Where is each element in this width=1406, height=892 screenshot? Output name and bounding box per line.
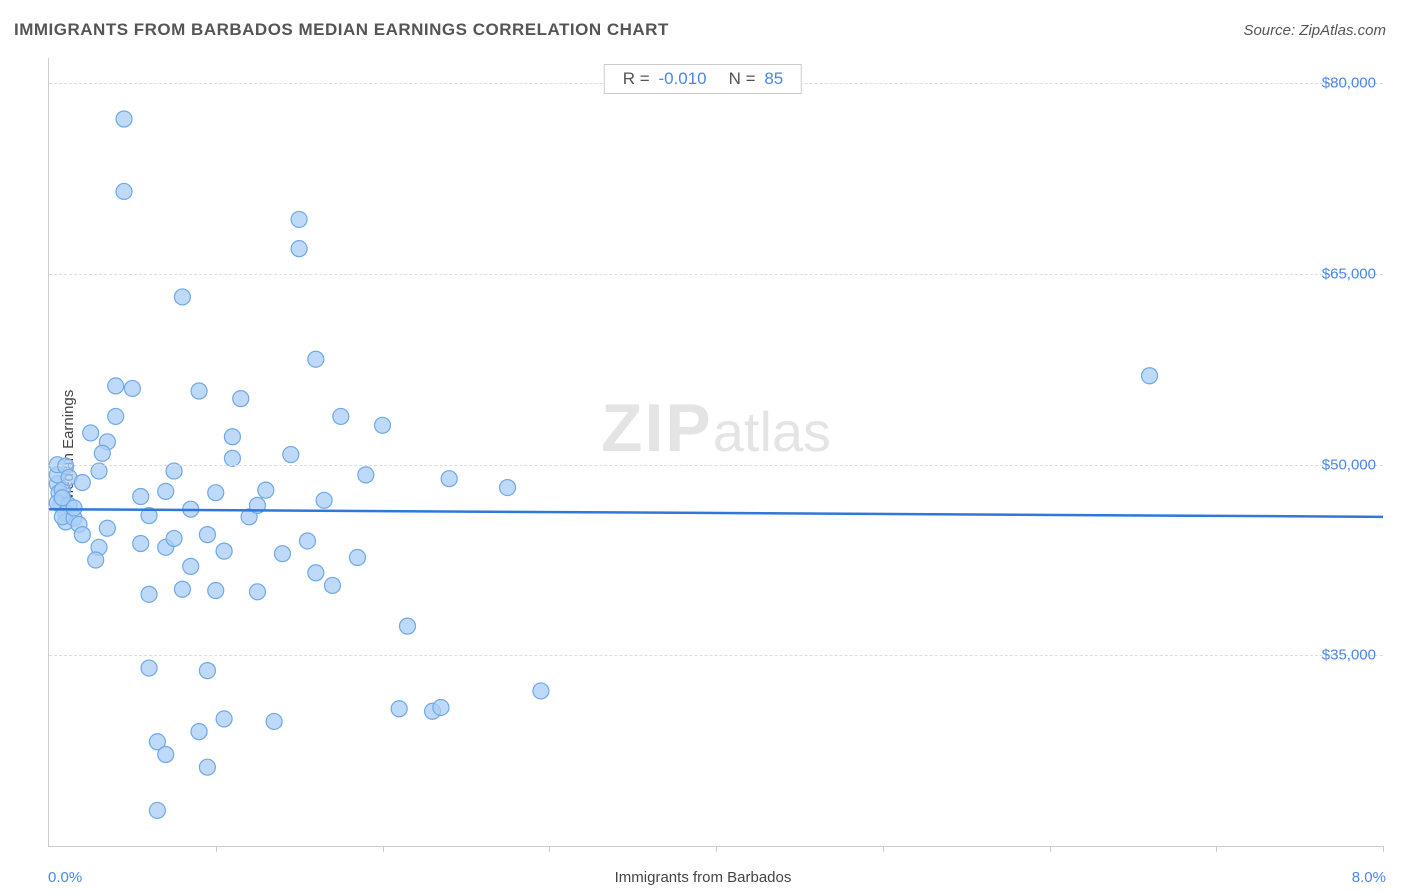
n-label: N =: [729, 69, 756, 88]
scatter-point: [158, 483, 174, 499]
scatter-point: [316, 492, 332, 508]
scatter-point: [208, 583, 224, 599]
y-tick-label: $80,000: [1322, 75, 1376, 92]
n-value: 85: [764, 69, 783, 88]
scatter-point: [94, 445, 110, 461]
scatter-point: [441, 471, 457, 487]
r-label: R =: [623, 69, 650, 88]
scatter-point: [391, 701, 407, 717]
scatter-point: [133, 536, 149, 552]
scatter-point: [191, 724, 207, 740]
source-attribution: Source: ZipAtlas.com: [1243, 22, 1386, 39]
r-stat: R = -0.010: [623, 69, 707, 89]
scatter-point: [291, 241, 307, 257]
scatter-point: [183, 558, 199, 574]
scatter-point: [433, 699, 449, 715]
scatter-point: [166, 530, 182, 546]
scatter-point: [308, 351, 324, 367]
x-tick: [1383, 846, 1384, 852]
scatter-point: [1142, 368, 1158, 384]
scatter-point: [375, 417, 391, 433]
scatter-point: [500, 480, 516, 496]
x-axis-label: Immigrants from Barbados: [615, 869, 792, 886]
x-axis-min-label: 0.0%: [48, 869, 82, 886]
scatter-point: [258, 482, 274, 498]
grid-line: [49, 655, 1383, 656]
x-tick: [216, 846, 217, 852]
scatter-point: [349, 549, 365, 565]
scatter-point: [308, 565, 324, 581]
scatter-point: [324, 577, 340, 593]
scatter-point: [266, 713, 282, 729]
x-tick: [1216, 846, 1217, 852]
x-tick: [883, 846, 884, 852]
scatter-point: [400, 618, 416, 634]
scatter-point: [233, 391, 249, 407]
scatter-point: [199, 527, 215, 543]
scatter-point: [133, 488, 149, 504]
scatter-point: [249, 584, 265, 600]
grid-line: [49, 465, 1383, 466]
scatter-point: [83, 425, 99, 441]
scatter-point: [291, 211, 307, 227]
n-stat: N = 85: [729, 69, 784, 89]
scatter-point: [74, 527, 90, 543]
x-tick: [1050, 846, 1051, 852]
chart-plot-area: ZIPatlas: [48, 58, 1383, 847]
scatter-point: [299, 533, 315, 549]
scatter-point: [141, 586, 157, 602]
y-tick-label: $50,000: [1322, 456, 1376, 473]
scatter-point: [116, 111, 132, 127]
scatter-point: [149, 802, 165, 818]
scatter-point: [158, 746, 174, 762]
scatter-point: [66, 500, 82, 516]
scatter-svg: [49, 58, 1383, 846]
scatter-point: [116, 183, 132, 199]
scatter-point: [224, 429, 240, 445]
scatter-point: [199, 759, 215, 775]
scatter-point: [333, 408, 349, 424]
scatter-point: [208, 485, 224, 501]
scatter-point: [199, 663, 215, 679]
scatter-point: [174, 289, 190, 305]
chart-title: IMMIGRANTS FROM BARBADOS MEDIAN EARNINGS…: [14, 20, 669, 40]
r-value: -0.010: [658, 69, 706, 88]
scatter-point: [108, 408, 124, 424]
scatter-point: [216, 543, 232, 559]
scatter-point: [191, 383, 207, 399]
y-tick-label: $65,000: [1322, 266, 1376, 283]
scatter-point: [74, 475, 90, 491]
scatter-point: [108, 378, 124, 394]
scatter-point: [124, 380, 140, 396]
scatter-point: [283, 447, 299, 463]
y-tick-label: $35,000: [1322, 647, 1376, 664]
x-axis-max-label: 8.0%: [1352, 869, 1386, 886]
scatter-point: [274, 546, 290, 562]
scatter-point: [99, 520, 115, 536]
correlation-stats-box: R = -0.010 N = 85: [604, 64, 802, 94]
x-tick: [716, 846, 717, 852]
scatter-point: [141, 660, 157, 676]
scatter-point: [533, 683, 549, 699]
scatter-point: [88, 552, 104, 568]
grid-line: [49, 274, 1383, 275]
scatter-point: [174, 581, 190, 597]
scatter-point: [216, 711, 232, 727]
scatter-point: [358, 467, 374, 483]
x-tick: [383, 846, 384, 852]
x-tick: [549, 846, 550, 852]
